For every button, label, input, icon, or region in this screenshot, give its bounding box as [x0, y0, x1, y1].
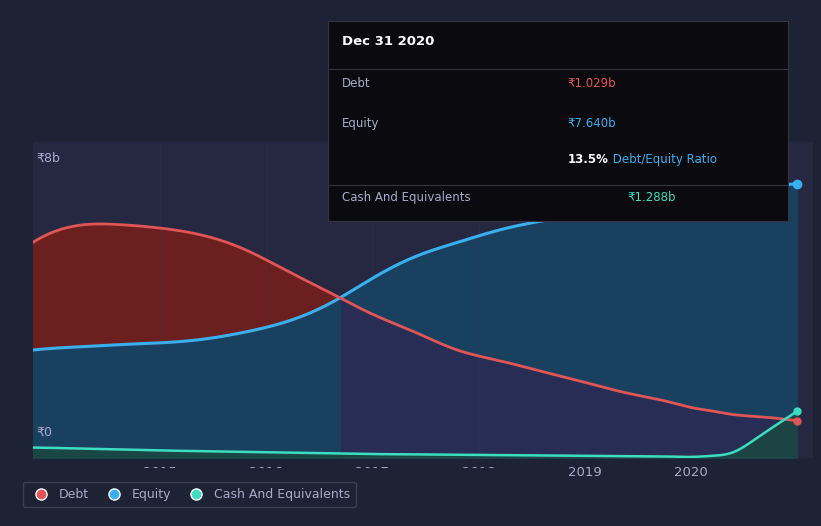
Text: Dec 31 2020: Dec 31 2020: [342, 35, 434, 48]
Text: ₹1.029b: ₹1.029b: [567, 77, 616, 90]
Text: ₹1.288b: ₹1.288b: [627, 191, 676, 204]
Text: Debt: Debt: [342, 77, 371, 90]
Legend: Debt, Equity, Cash And Equivalents: Debt, Equity, Cash And Equivalents: [23, 482, 356, 507]
Text: Cash And Equivalents: Cash And Equivalents: [342, 191, 470, 204]
Text: ₹7.640b: ₹7.640b: [567, 117, 616, 130]
Text: 13.5%: 13.5%: [567, 153, 608, 166]
Text: ₹0: ₹0: [37, 426, 53, 439]
Text: Equity: Equity: [342, 117, 379, 130]
Text: Debt/Equity Ratio: Debt/Equity Ratio: [609, 153, 717, 166]
Text: ₹8b: ₹8b: [37, 151, 61, 165]
